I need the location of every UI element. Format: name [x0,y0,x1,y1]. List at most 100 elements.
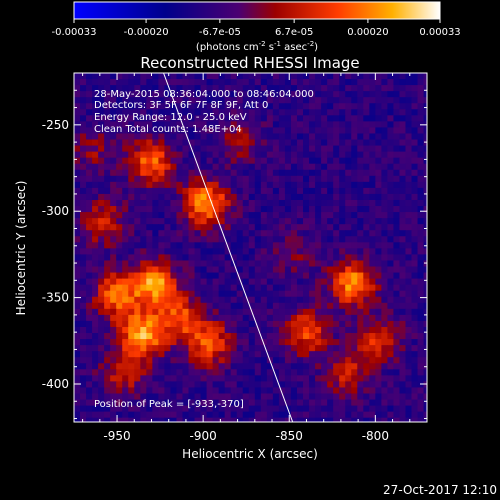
heatmap-cell [182,326,190,334]
heatmap-cell [272,224,280,231]
heatmap-cell [345,175,352,183]
heatmap-cell [170,224,178,231]
heatmap-cell [357,73,364,80]
heatmap-cell [405,339,413,346]
heatmap-cell [104,212,111,219]
heatmap-cell [194,351,202,358]
heatmap-cell [182,387,190,395]
heatmap-cell [339,248,346,256]
heatmap-cell [164,79,172,86]
heatmap-cell [254,308,262,316]
heatmap-cell [158,302,166,310]
heatmap-cell [80,145,87,153]
heatmap-cell [200,320,208,328]
heatmap-cell [104,187,111,195]
heatmap-cell [182,393,190,401]
heatmap-cell [284,224,292,231]
heatmap-cell [188,127,196,135]
heatmap-cell [369,260,376,268]
heatmap-cell [224,181,232,189]
heatmap-cell [230,236,238,243]
heatmap-cell [272,206,280,213]
heatmap-cell [86,375,93,382]
heatmap-cell [110,193,117,201]
heatmap-cell [381,284,388,292]
heatmap-cell [387,302,395,310]
heatmap-cell [411,127,419,135]
heatmap-cell [393,85,401,92]
heatmap-cell [224,417,232,422]
heatmap-cell [278,193,286,201]
heatmap-cell [176,206,184,213]
heatmap-cell [278,266,286,274]
heatmap-cell [104,260,111,268]
heatmap-cell [284,242,292,249]
heatmap-cell [104,399,111,407]
heatmap-cell [303,157,310,165]
heatmap-cell [140,242,147,249]
heatmap-cell [194,115,202,122]
heatmap-cell [200,133,208,141]
heatmap-cell [254,73,262,80]
heatmap-cell [351,193,358,201]
heatmap-cell [200,278,208,286]
heatmap-cell [218,127,226,135]
heatmap-cell [212,145,220,153]
heatmap-cell [194,375,202,382]
heatmap-cell [417,381,425,389]
heatmap-cell [212,85,220,92]
heatmap-cell [417,175,425,183]
heatmap-cell [260,73,268,80]
heatmap-cell [315,302,322,310]
heatmap-cell [194,157,202,165]
heatmap-cell [134,145,141,153]
heatmap-cell [254,175,262,183]
heatmap-cell [236,242,244,249]
heatmap-cell [146,85,153,92]
heatmap-cell [399,363,407,370]
heatmap-cell [236,97,244,104]
heatmap-cell [375,127,382,135]
heatmap-cell [284,290,292,298]
heatmap-cell [351,387,358,395]
heatmap-cell [206,91,214,98]
heatmap-cell [164,109,172,116]
heatmap-cell [375,212,382,219]
heatmap-cell [104,193,111,201]
heatmap-cell [86,109,93,116]
heatmap-cell [303,97,310,104]
heatmap-cell [417,218,425,225]
heatmap-cell [321,187,328,195]
heatmap-cell [423,290,427,298]
heatmap-cell [236,73,244,80]
heatmap-cell [74,290,81,298]
heatmap-cell [98,399,105,407]
heatmap-cell [122,127,129,135]
heatmap-cell [399,405,407,413]
heatmap-cell [110,103,117,110]
heatmap-cell [303,127,310,135]
annotation-detectors: Detectors: 3F 5F 6F 7F 8F 9F, Att 0 [94,100,268,111]
heatmap-cell [110,308,117,316]
heatmap-cell [218,73,226,80]
heatmap-cell [411,320,419,328]
heatmap-cell [423,320,427,328]
heatmap-cell [206,187,214,195]
heatmap-cell [122,260,129,268]
heatmap-cell [327,187,334,195]
heatmap-cell [152,236,159,243]
heatmap-cell [363,236,370,243]
heatmap-cell [230,127,238,135]
heatmap-cell [218,187,226,195]
heatmap-cell [248,169,256,177]
heatmap-cell [266,363,274,370]
heatmap-cell [423,103,427,110]
heatmap-cell [212,109,220,116]
heatmap-cell [110,387,117,395]
heatmap-cell [321,79,328,86]
heatmap-cell [417,308,425,316]
heatmap-cell [411,206,419,213]
heatmap-cell [303,387,310,395]
heatmap-cell [164,326,172,334]
heatmap-cell [327,399,334,407]
